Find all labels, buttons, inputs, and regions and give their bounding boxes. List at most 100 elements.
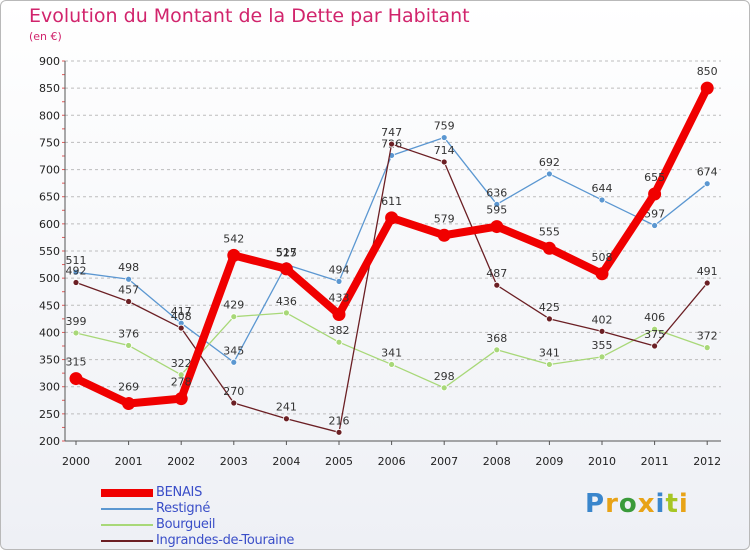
data-label: 341 <box>539 346 560 359</box>
data-point <box>282 309 290 317</box>
x-tick-label: 2012 <box>693 455 721 468</box>
data-label: 611 <box>381 195 402 208</box>
x-tick-label: 2007 <box>430 455 458 468</box>
y-tick-label: 500 <box>39 272 60 285</box>
legend-label: Bourgueil <box>156 517 216 532</box>
brand-letter: o <box>618 489 638 519</box>
x-tick-label: 2004 <box>272 455 300 468</box>
data-label: 494 <box>329 263 350 276</box>
data-label: 216 <box>329 414 350 427</box>
data-label: 376 <box>118 327 139 340</box>
data-label: 429 <box>223 299 244 312</box>
data-label: 555 <box>539 225 560 238</box>
data-point <box>385 211 399 225</box>
data-point <box>490 220 504 234</box>
x-tick-label: 2001 <box>115 455 143 468</box>
data-label: 579 <box>434 212 455 225</box>
x-tick-label: 2005 <box>325 455 353 468</box>
data-label: 372 <box>697 330 718 343</box>
data-point <box>651 222 658 229</box>
data-label: 714 <box>434 144 455 157</box>
data-label: 425 <box>539 301 560 314</box>
data-point <box>177 371 185 379</box>
brand-logo: Proxiti <box>585 489 689 519</box>
data-label: 270 <box>223 385 244 398</box>
data-point <box>440 134 448 141</box>
data-label: 674 <box>697 166 718 179</box>
data-label: 406 <box>644 311 665 324</box>
x-tick-label: 2010 <box>588 455 616 468</box>
legend-swatch <box>101 540 153 542</box>
data-point <box>546 170 553 178</box>
data-point <box>703 180 711 188</box>
legend-label: Ingrandes-de-Touraine <box>156 533 295 548</box>
data-label: 508 <box>592 251 613 264</box>
data-label: 542 <box>223 232 244 245</box>
data-point <box>122 397 136 411</box>
data-label: 597 <box>644 207 665 220</box>
data-point <box>598 327 606 335</box>
data-point <box>125 275 132 283</box>
data-point <box>72 329 80 337</box>
data-point <box>598 196 606 204</box>
x-tick-label: 2008 <box>483 455 511 468</box>
x-tick-label: 2006 <box>378 455 406 468</box>
data-point <box>335 338 343 346</box>
data-point <box>279 262 293 276</box>
data-point <box>542 241 556 255</box>
data-point <box>493 281 501 289</box>
data-label: 655 <box>644 171 665 184</box>
brand-letter: i <box>655 489 666 519</box>
data-point <box>598 353 606 361</box>
chart-subtitle: (en €) <box>29 30 62 43</box>
data-point <box>177 324 185 332</box>
data-point <box>125 298 132 305</box>
data-label: 644 <box>592 182 613 195</box>
y-tick-label: 400 <box>39 326 60 339</box>
x-tick-label: 2009 <box>535 455 563 468</box>
data-label: 487 <box>486 267 507 280</box>
data-label: 269 <box>118 381 139 394</box>
data-label: 850 <box>697 65 718 78</box>
x-tick-label: 2002 <box>167 455 195 468</box>
y-tick-label: 800 <box>39 109 60 122</box>
legend-swatch <box>101 524 153 526</box>
data-point <box>493 346 501 354</box>
data-point <box>72 279 80 286</box>
legend-swatch <box>101 508 153 510</box>
data-label: 368 <box>486 332 507 345</box>
data-point <box>227 248 241 262</box>
data-label: 759 <box>434 120 455 133</box>
data-point <box>72 268 80 276</box>
x-tick-label: 2011 <box>641 455 669 468</box>
data-point <box>440 158 448 166</box>
data-point <box>282 415 290 423</box>
data-point <box>546 315 553 323</box>
data-label: 241 <box>276 401 297 414</box>
y-tick-label: 250 <box>39 408 60 421</box>
data-label: 433 <box>329 292 350 305</box>
data-label: 636 <box>486 186 507 199</box>
legend-label: BENAIS <box>156 485 203 500</box>
legend-swatch <box>101 489 153 497</box>
data-point <box>335 428 343 436</box>
data-label: 491 <box>697 265 718 278</box>
y-tick-label: 200 <box>39 435 60 448</box>
data-label: 408 <box>171 310 192 323</box>
data-label: 355 <box>592 339 613 352</box>
data-point <box>125 342 132 349</box>
data-point <box>595 267 609 281</box>
data-point <box>230 358 238 366</box>
brand-letter: t <box>665 489 679 519</box>
data-label: 595 <box>486 204 507 217</box>
data-label: 417 <box>171 305 192 318</box>
brand-letter: r <box>605 489 619 519</box>
data-label: 298 <box>434 370 455 383</box>
y-tick-label: 750 <box>39 136 60 149</box>
y-tick-label: 900 <box>39 55 60 68</box>
y-tick-label: 550 <box>39 245 60 258</box>
data-label: 457 <box>118 283 139 296</box>
y-tick-label: 700 <box>39 164 60 177</box>
series-line <box>75 136 708 363</box>
